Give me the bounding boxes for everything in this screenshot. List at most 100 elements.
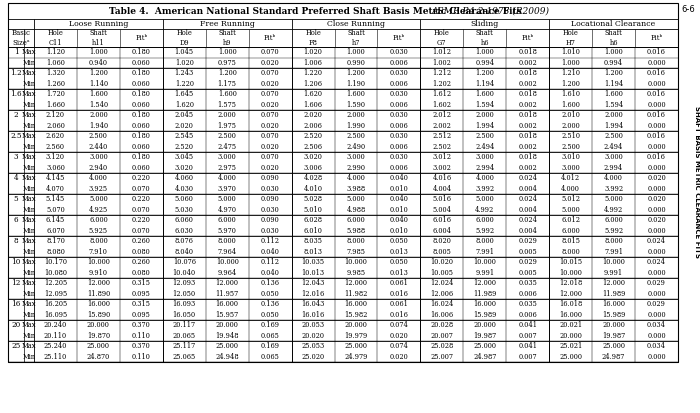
- Text: 0.220: 0.220: [132, 216, 150, 224]
- Text: 0.030: 0.030: [390, 48, 408, 56]
- Text: 1.594: 1.594: [604, 101, 623, 109]
- Text: 5: 5: [14, 195, 18, 203]
- Text: 1.600: 1.600: [89, 90, 108, 98]
- Text: 0.136: 0.136: [260, 300, 279, 308]
- Text: 0.020: 0.020: [390, 332, 408, 340]
- Text: 2.494: 2.494: [475, 143, 494, 151]
- Text: Min: Min: [22, 311, 36, 319]
- Text: Min: Min: [22, 206, 36, 214]
- Text: 12.043: 12.043: [302, 279, 325, 287]
- Text: 2.620: 2.620: [46, 132, 65, 140]
- Text: 25.007: 25.007: [430, 353, 454, 361]
- Text: 20.028: 20.028: [430, 321, 454, 329]
- Text: 19.987: 19.987: [473, 332, 496, 340]
- Text: 0.000: 0.000: [648, 248, 666, 256]
- Text: Min: Min: [22, 269, 36, 277]
- Text: 0.000: 0.000: [648, 59, 666, 67]
- Text: 2.494: 2.494: [604, 143, 623, 151]
- Text: 0.000: 0.000: [648, 290, 666, 298]
- Text: 8.040: 8.040: [175, 248, 194, 256]
- Text: 0.006: 0.006: [390, 122, 408, 130]
- Text: 2.510: 2.510: [561, 132, 580, 140]
- Text: 25.240: 25.240: [44, 342, 67, 350]
- Text: 0.000: 0.000: [648, 80, 666, 88]
- Text: 0.050: 0.050: [261, 311, 279, 319]
- Text: 0.020: 0.020: [261, 122, 279, 130]
- Text: Max: Max: [22, 195, 36, 203]
- Text: 0.016: 0.016: [647, 153, 666, 161]
- Text: 3.120: 3.120: [46, 153, 65, 161]
- Text: 0.070: 0.070: [261, 153, 279, 161]
- Text: 1.590: 1.590: [346, 101, 365, 109]
- Text: 5.016: 5.016: [433, 195, 452, 203]
- Text: 0.000: 0.000: [648, 269, 666, 277]
- Text: Max: Max: [22, 111, 36, 119]
- Text: Min: Min: [22, 332, 36, 340]
- Text: 0.018: 0.018: [518, 69, 537, 77]
- Text: 0.090: 0.090: [261, 216, 279, 224]
- Text: 0.030: 0.030: [261, 227, 279, 235]
- Text: Close Running: Close Running: [327, 20, 385, 28]
- Text: 1.200: 1.200: [475, 69, 494, 77]
- Text: 25.000: 25.000: [344, 342, 368, 350]
- Text: 0.000: 0.000: [648, 311, 666, 319]
- Text: 9.985: 9.985: [346, 269, 365, 277]
- Text: 0.315: 0.315: [132, 300, 150, 308]
- Text: 6: 6: [14, 216, 18, 224]
- Text: 4.016: 4.016: [433, 174, 452, 182]
- Text: 2.002: 2.002: [433, 122, 452, 130]
- Text: 12.016: 12.016: [302, 290, 325, 298]
- Text: 25.053: 25.053: [302, 342, 325, 350]
- Text: 15.989: 15.989: [473, 311, 496, 319]
- Text: 4.030: 4.030: [175, 185, 194, 193]
- Text: 1.990: 1.990: [346, 122, 365, 130]
- Text: 16.000: 16.000: [602, 300, 625, 308]
- Text: 25.000: 25.000: [602, 342, 625, 350]
- Text: 10.040: 10.040: [173, 269, 196, 277]
- Text: 0.110: 0.110: [132, 332, 150, 340]
- Text: 0.006: 0.006: [519, 311, 537, 319]
- Text: 0.112: 0.112: [260, 258, 279, 266]
- Text: 0.070: 0.070: [261, 132, 279, 140]
- Text: 3.000: 3.000: [604, 153, 623, 161]
- Text: Fitᵇ: Fitᵇ: [650, 34, 663, 42]
- Text: 0.024: 0.024: [518, 216, 537, 224]
- Text: 0.994: 0.994: [604, 59, 623, 67]
- Text: 5.000: 5.000: [89, 195, 108, 203]
- Text: Max: Max: [22, 132, 36, 140]
- Text: 0.024: 0.024: [647, 237, 666, 245]
- Text: 10.000: 10.000: [602, 258, 625, 266]
- Text: 5.000: 5.000: [218, 195, 237, 203]
- Text: 0.090: 0.090: [261, 195, 279, 203]
- Text: 0.260: 0.260: [132, 258, 150, 266]
- Text: 0.050: 0.050: [261, 290, 279, 298]
- Text: 6.004: 6.004: [433, 227, 452, 235]
- Text: 0.050: 0.050: [390, 258, 408, 266]
- Text: 0.065: 0.065: [260, 353, 279, 361]
- Text: 0.002: 0.002: [519, 122, 537, 130]
- Text: 0.005: 0.005: [519, 248, 537, 256]
- Text: 7.964: 7.964: [218, 248, 237, 256]
- Text: 8.035: 8.035: [304, 237, 323, 245]
- Text: Hole
C11: Hole C11: [48, 29, 64, 47]
- Text: 0.004: 0.004: [518, 206, 537, 214]
- Text: 1.212: 1.212: [433, 69, 452, 77]
- Text: 6.060: 6.060: [175, 216, 194, 224]
- Text: 0.060: 0.060: [132, 59, 150, 67]
- Text: Fitᵇ: Fitᵇ: [264, 34, 276, 42]
- Text: 1.020: 1.020: [304, 48, 323, 56]
- Text: 20.000: 20.000: [87, 321, 110, 329]
- Text: 0.060: 0.060: [132, 101, 150, 109]
- Text: 4.004: 4.004: [433, 185, 452, 193]
- Text: 9.964: 9.964: [218, 269, 237, 277]
- Text: 0.070: 0.070: [132, 185, 150, 193]
- Text: 12.006: 12.006: [430, 290, 454, 298]
- Text: 0.030: 0.030: [390, 69, 408, 77]
- Text: 0.041: 0.041: [518, 321, 537, 329]
- Text: 20.007: 20.007: [430, 332, 454, 340]
- Text: 2.500: 2.500: [475, 132, 494, 140]
- Text: 2.045: 2.045: [175, 111, 194, 119]
- Text: 0.034: 0.034: [647, 321, 666, 329]
- Text: Table 4.  American National Standard Preferred Shaft Basis Metric Clearance Fits: Table 4. American National Standard Pref…: [108, 7, 522, 16]
- Text: 0.006: 0.006: [390, 143, 408, 151]
